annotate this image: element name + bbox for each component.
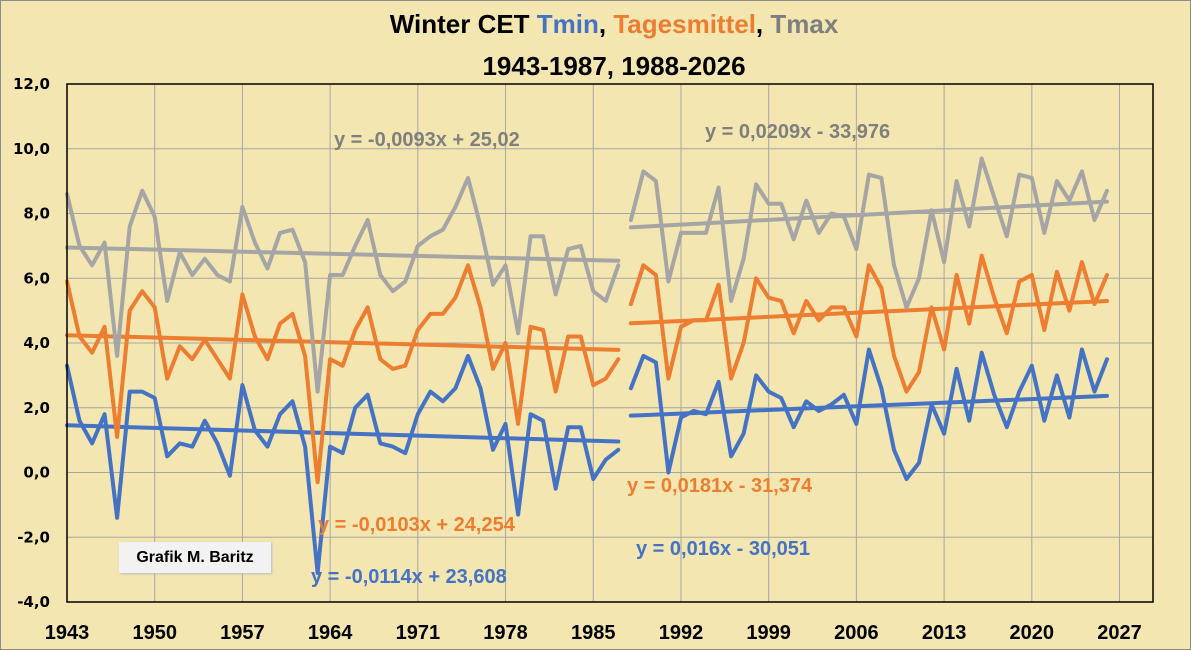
tagesmittel-series-line bbox=[65, 263, 621, 485]
x-tick-label: 1964 bbox=[308, 622, 353, 644]
y-axis-ticks: 12,0 10,0 8,0 6,0 4,0 2,0 0,0 -2,0 -4,0 bbox=[13, 75, 50, 611]
x-tick-label: 1985 bbox=[571, 622, 616, 644]
credit-label: Grafik M. Baritz bbox=[119, 542, 271, 573]
tmax-right-trend-label: y = 0,0209x - 33,976 bbox=[705, 121, 890, 143]
x-tick-label: 2013 bbox=[922, 622, 967, 644]
tmax-series-line bbox=[65, 175, 621, 394]
y-tick-label: -4,0 bbox=[17, 593, 50, 611]
tmax-left-trend-label: y = -0,0093x + 25,02 bbox=[334, 129, 520, 151]
title-part: Tagesmittel bbox=[613, 9, 756, 39]
tagesmittel-series-line bbox=[628, 253, 1109, 394]
x-tick-label: 1943 bbox=[45, 622, 90, 644]
tmin-trend-line bbox=[65, 423, 621, 444]
y-tick-label: 12,0 bbox=[13, 75, 50, 93]
title-part: , bbox=[756, 9, 770, 39]
axes bbox=[66, 83, 1154, 603]
plot-area-border bbox=[66, 83, 1154, 603]
x-tick-label: 1971 bbox=[396, 622, 441, 644]
tmax-series-line bbox=[628, 156, 1109, 310]
x-tick-label: 1950 bbox=[132, 622, 177, 644]
tmax-trend-line bbox=[65, 245, 621, 263]
x-tick-label: 2027 bbox=[1097, 622, 1142, 644]
title-part: Tmax bbox=[770, 9, 838, 39]
tmin-right-trend-label: y = 0,016x - 30,051 bbox=[636, 538, 810, 560]
x-tick-label: 1992 bbox=[659, 622, 704, 644]
x-tick-label: 1999 bbox=[746, 622, 791, 644]
chart-title: Winter CET Tmin, Tagesmittel, Tmax bbox=[390, 9, 839, 39]
title-part: , bbox=[599, 9, 613, 39]
annotations: y = -0,0093x + 25,02 y = 0,0209x - 33,97… bbox=[311, 121, 890, 588]
mean-right-trend-label: y = 0,0181x - 31,374 bbox=[627, 475, 813, 497]
y-tick-label: 10,0 bbox=[13, 140, 50, 158]
title-part: Tmin bbox=[537, 9, 599, 39]
tmin-trend-line bbox=[628, 393, 1109, 418]
title-part: Winter CET bbox=[390, 9, 537, 39]
mean-left-trend-label: y = -0,0103x + 24,254 bbox=[318, 514, 516, 536]
y-tick-label: 8,0 bbox=[23, 205, 50, 223]
y-tick-label: 2,0 bbox=[23, 399, 50, 417]
x-tick-label: 2020 bbox=[1010, 622, 1055, 644]
grid bbox=[67, 83, 1153, 603]
tagesmittel-trend-line bbox=[628, 299, 1109, 326]
chart-subtitle: 1943-1987, 1988-2026 bbox=[482, 51, 745, 81]
x-tick-label: 1957 bbox=[220, 622, 265, 644]
tmin-series-line bbox=[628, 347, 1109, 481]
tmin-series-line bbox=[65, 353, 621, 575]
series-lines bbox=[65, 156, 1109, 575]
y-tick-label: 0,0 bbox=[23, 464, 50, 482]
y-tick-label: 4,0 bbox=[23, 334, 50, 352]
tmin-left-trend-label: y = -0,0114x + 23,608 bbox=[311, 566, 507, 588]
x-tick-label: 1978 bbox=[483, 622, 528, 644]
x-tick-label: 2006 bbox=[834, 622, 879, 644]
tmax-trend-line bbox=[628, 199, 1109, 230]
y-tick-label: -2,0 bbox=[17, 528, 50, 546]
x-axis-ticks: 1943 1950 1957 1964 1971 1978 1985 1992 1999 2006… bbox=[45, 622, 1142, 644]
y-tick-label: 6,0 bbox=[23, 269, 50, 287]
